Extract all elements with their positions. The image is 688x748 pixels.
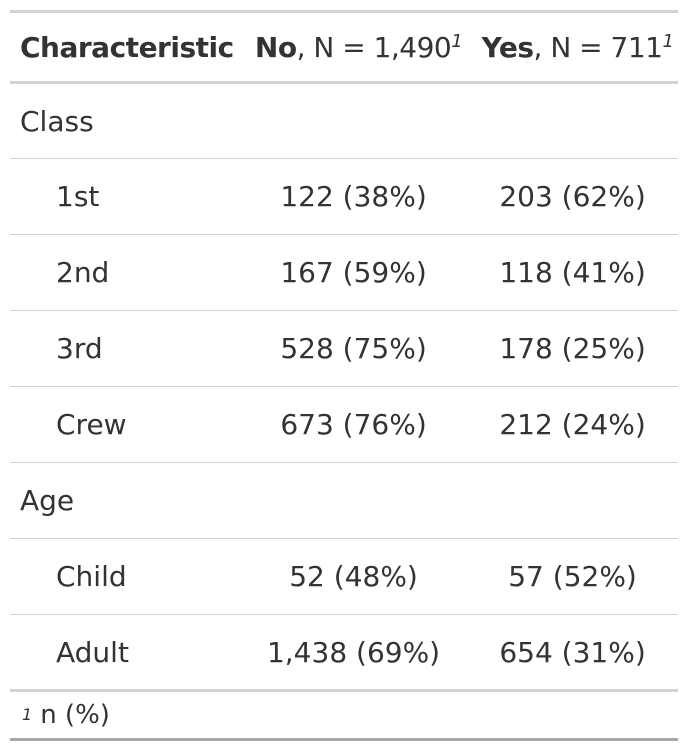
table-row: 1st 122 (38%) 203 (62%)	[10, 159, 678, 235]
footnote-text: n (%)	[40, 700, 110, 730]
cell-yes: 178 (25%)	[499, 332, 646, 365]
header-characteristic: Characteristic	[10, 12, 240, 83]
cell-yes: 212 (24%)	[499, 408, 646, 441]
row-label: Adult	[56, 635, 129, 669]
table-row: 2nd 167 (59%) 118 (41%)	[10, 235, 678, 311]
cell-yes: 203 (62%)	[499, 180, 646, 213]
row-label: 2nd	[56, 256, 110, 289]
cell-no: 52 (48%)	[289, 560, 418, 593]
row-label: Crew	[56, 408, 127, 441]
header-no-n: , N = 1,490	[296, 30, 452, 64]
table-row: Child 52 (48%) 57 (52%)	[10, 539, 678, 615]
header-characteristic-label: Characteristic	[20, 30, 234, 64]
summary-table: Characteristic No, N = 1,4901 Yes, N = 7…	[10, 10, 678, 692]
table-row: Crew 673 (76%) 212 (24%)	[10, 387, 678, 463]
group-row-age: Age	[10, 463, 678, 539]
row-label: 3rd	[56, 332, 103, 365]
group-row-class: Class	[10, 83, 678, 159]
header-no-footnote-marker: 1	[451, 30, 463, 52]
table-row: 3rd 528 (75%) 178 (25%)	[10, 311, 678, 387]
row-label: 1st	[56, 180, 100, 213]
cell-yes: 118 (41%)	[499, 256, 646, 289]
table-row: Adult 1,438 (69%) 654 (31%)	[10, 615, 678, 691]
header-yes-label: Yes	[481, 30, 534, 64]
row-label: Child	[56, 560, 127, 593]
group-label: Age	[20, 484, 75, 517]
cell-no: 122 (38%)	[280, 180, 427, 213]
cell-no: 528 (75%)	[280, 332, 427, 365]
header-no: No, N = 1,4901	[240, 12, 467, 83]
header-row: Characteristic No, N = 1,4901 Yes, N = 7…	[10, 11, 678, 83]
table-footnote: 1 n (%)	[10, 692, 678, 741]
header-no-label: No	[254, 30, 297, 64]
header-yes: Yes, N = 7111	[467, 12, 678, 83]
summary-table-container: Characteristic No, N = 1,4901 Yes, N = 7…	[10, 10, 678, 741]
group-label: Class	[20, 104, 94, 138]
header-yes-footnote-marker: 1	[662, 30, 674, 52]
cell-no: 1,438 (69%)	[266, 635, 441, 669]
cell-no: 673 (76%)	[280, 408, 427, 441]
cell-no: 167 (59%)	[280, 256, 427, 289]
cell-yes: 654 (31%)	[499, 635, 646, 669]
header-yes-n: , N = 711	[533, 30, 663, 64]
cell-yes: 57 (52%)	[508, 560, 637, 593]
